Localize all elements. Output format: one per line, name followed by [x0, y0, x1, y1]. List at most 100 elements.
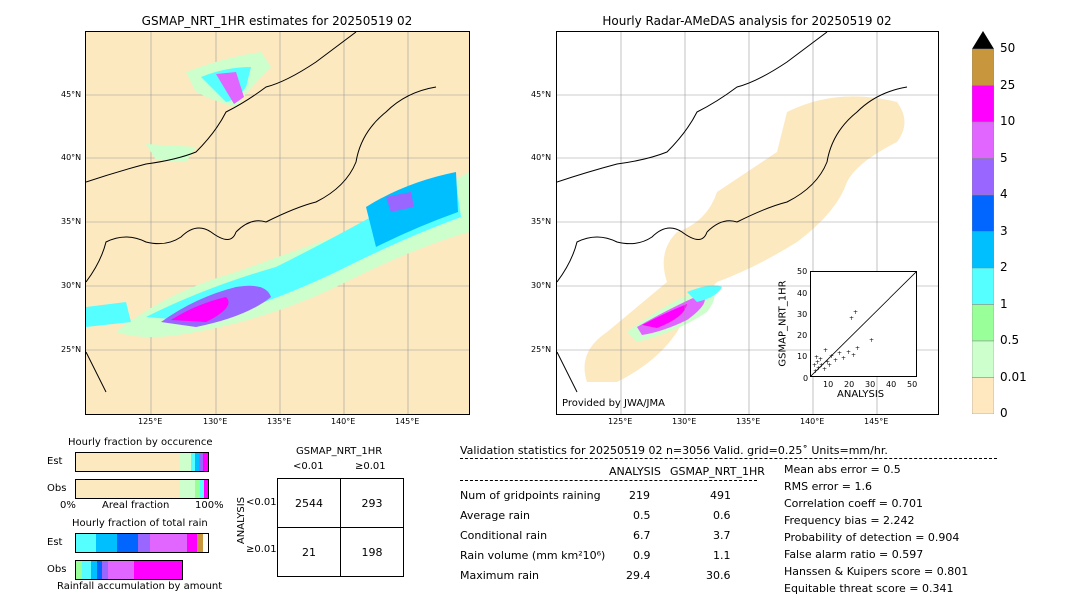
score-line: Correlation coeff = 0.701: [784, 497, 923, 510]
svg-text:+: +: [816, 365, 821, 372]
stat-b: 0.6: [713, 509, 731, 522]
left-lon-125: 125°E: [138, 417, 163, 426]
validation-col-b: GSMAP_NRT_1HR: [670, 465, 765, 478]
svg-text:+: +: [849, 315, 854, 322]
scatter-y-tick-50: 50: [797, 267, 808, 276]
scatter-y-tick-30: 30: [797, 310, 808, 319]
colorbar-label: 0.01: [1000, 369, 1027, 384]
right-lat-35: 35°N: [531, 217, 552, 226]
credit-text: Provided by JWA/JMA: [562, 398, 665, 409]
svg-text:+: +: [829, 353, 834, 360]
tot-obs-label: Obs: [47, 564, 67, 575]
left-map-title: GSMAP_NRT_1HR estimates for 20250519 02: [141, 14, 413, 28]
svg-text:+: +: [822, 366, 827, 373]
cell-d: 198: [340, 527, 404, 577]
colorbar-swatch: [971, 85, 995, 123]
left-map: [85, 31, 470, 415]
left-lat-40: 40°N: [61, 153, 82, 162]
stat-b: 491: [710, 489, 731, 502]
svg-text:+: +: [853, 309, 858, 316]
scatter-x-tick-40: 40: [886, 380, 897, 389]
right-lat-40: 40°N: [531, 153, 552, 162]
validation-divider: [460, 458, 997, 459]
score-line: Mean abs error = 0.5: [784, 463, 901, 476]
cell-c: 21: [277, 527, 341, 577]
fraction-total-title: Hourly fraction of total rain: [72, 518, 208, 529]
contingency-title: GSMAP_NRT_1HR: [296, 446, 383, 457]
colorbar-swatch: [971, 194, 995, 232]
svg-text:+: +: [846, 349, 851, 356]
right-lon-125: 125°E: [608, 417, 633, 426]
scatter-y-tick-20: 20: [797, 331, 808, 340]
colorbar-swatch: [971, 340, 995, 378]
right-lat-30: 30°N: [531, 281, 552, 290]
colorbar-swatch: [971, 231, 995, 269]
validation-header: Validation statistics for 20250519 02 n=…: [460, 444, 888, 457]
stat-a: 6.7: [633, 529, 651, 542]
left-lat-45: 45°N: [61, 90, 82, 99]
occ-axis-right: 100%: [195, 500, 224, 511]
svg-text:+: +: [869, 337, 874, 344]
score-line: Equitable threat score = 0.341: [784, 582, 954, 595]
colorbar-label: 10: [1000, 114, 1016, 128]
stat-a: 29.4: [626, 569, 651, 582]
svg-text:+: +: [837, 350, 842, 357]
right-lon-145: 145°E: [864, 417, 889, 426]
right-map-title: Hourly Radar-AMeDAS analysis for 2025051…: [602, 14, 892, 28]
tot-est-label: Est: [47, 537, 63, 548]
right-lat-45: 45°N: [531, 90, 552, 99]
colorbar-label: 0: [1000, 406, 1008, 420]
scatter-xlabel: ANALYSIS: [837, 389, 885, 400]
stat-a: 0.5: [633, 509, 651, 522]
left-lon-135: 135°E: [267, 417, 292, 426]
stat-label: Average rain: [460, 509, 530, 522]
cell-a: 2544: [277, 478, 341, 528]
svg-text:+: +: [819, 362, 824, 369]
stat-b: 3.7: [713, 529, 731, 542]
tot-obs-bar: [75, 560, 183, 580]
right-lon-140: 140°E: [800, 417, 825, 426]
svg-text:+: +: [812, 362, 817, 369]
colorbar-label: 0.5: [1000, 333, 1020, 347]
scatter-x-tick-0: 0: [803, 374, 809, 383]
validation-col-a: ANALYSIS: [609, 465, 661, 478]
right-lat-25: 25°N: [531, 345, 552, 354]
left-lon-130: 130°E: [203, 417, 228, 426]
colorbar-label: 25: [1000, 77, 1016, 92]
svg-text:+: +: [833, 357, 838, 364]
colorbar-label: 1: [1000, 296, 1008, 311]
left-lat-30: 30°N: [61, 281, 82, 290]
right-lon-135: 135°E: [736, 417, 761, 426]
svg-text:+: +: [818, 356, 823, 363]
stat-label: Maximum rain: [460, 569, 539, 582]
contingency-col1: <0.01: [293, 461, 324, 472]
colorbar-svg: [971, 31, 995, 415]
occ-axis-mid: Areal fraction: [102, 500, 170, 511]
svg-text:+: +: [815, 359, 820, 366]
colorbar-swatch: [971, 158, 995, 196]
stat-a: 219: [629, 489, 650, 502]
scatter-x-tick-30: 30: [865, 380, 876, 389]
svg-text:+: +: [813, 368, 818, 375]
stat-b: 1.1: [713, 549, 731, 562]
scatter-y-tick-40: 40: [797, 289, 808, 298]
scatter-x-tick-10: 10: [823, 380, 834, 389]
colorbar-label: 5: [1000, 150, 1008, 165]
occ-axis-left: 0%: [60, 500, 76, 511]
scatter-inset: + + + + + + + + + + + + + + + + + + + + +: [810, 271, 917, 377]
stat-label: Rain volume (mm km²10⁶): [460, 549, 606, 562]
cell-b: 293: [340, 478, 404, 528]
svg-text:+: +: [841, 355, 846, 362]
score-line: Hanssen & Kuipers score = 0.801: [784, 565, 969, 578]
stat-b: 30.6: [706, 569, 731, 582]
colorbar-swatch: [971, 377, 995, 415]
contingency-row2: ≥0.01: [246, 544, 277, 555]
colorbar-label: 3: [1000, 223, 1008, 238]
score-line: Probability of detection = 0.904: [784, 531, 960, 544]
validation-table-divider: [460, 480, 757, 481]
score-line: False alarm ratio = 0.597: [784, 548, 924, 561]
left-lat-25: 25°N: [61, 345, 82, 354]
left-map-canvas: [86, 32, 469, 414]
contingency-table: 2544 293 21 198: [277, 478, 404, 577]
stat-a: 0.9: [633, 549, 651, 562]
